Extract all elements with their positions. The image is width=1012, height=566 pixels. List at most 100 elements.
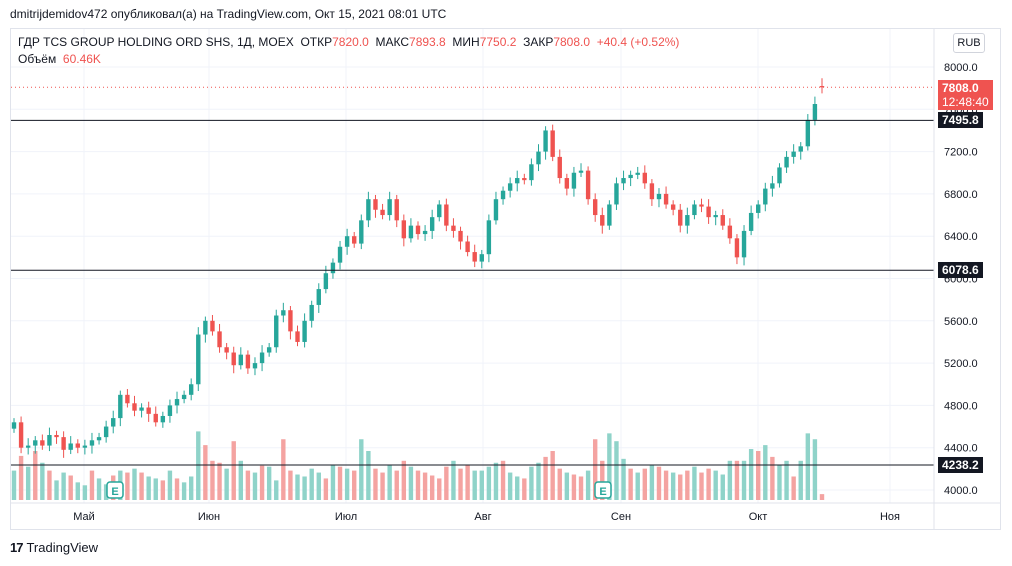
currency-button[interactable]: RUB — [953, 33, 985, 53]
candle-body — [614, 183, 619, 205]
volume-bar — [11, 470, 17, 500]
volume-bar — [763, 445, 768, 500]
volume-bar — [245, 470, 251, 500]
candle-body — [819, 86, 825, 88]
candle-body — [451, 225, 456, 231]
candle-body — [656, 193, 662, 200]
candle-body — [791, 151, 796, 157]
y-tick-label: 4000.0 — [944, 485, 978, 497]
volume-bar — [472, 470, 477, 500]
candle-body — [252, 363, 258, 369]
candle-body — [40, 440, 45, 446]
volume-bar — [479, 470, 484, 500]
volume-bar — [153, 478, 158, 500]
volume-bar — [748, 449, 754, 500]
candle-body — [366, 199, 371, 221]
candle-body — [231, 352, 236, 366]
candle-body — [543, 130, 548, 152]
candle-body — [281, 310, 286, 316]
volume-bar — [571, 474, 577, 500]
volume-bar — [515, 476, 520, 500]
symbol-label: ГДР TCS GROUP HOLDING ORD SHS, 1Д, MOEX — [18, 35, 294, 49]
earnings-marker-letter: E — [599, 486, 606, 498]
volume-bar — [465, 464, 470, 500]
volume-bar — [401, 460, 407, 500]
volume-bar — [68, 475, 73, 500]
candle-body — [217, 331, 222, 348]
candle-body — [146, 407, 151, 414]
volume-bar — [146, 476, 151, 500]
volume-bar — [387, 464, 392, 500]
candle-body — [288, 310, 293, 332]
candle-body — [628, 174, 633, 179]
high-value: 7893.8 — [409, 35, 446, 49]
candle-body — [103, 426, 109, 438]
candle-body — [408, 225, 414, 239]
volume-bar — [685, 470, 690, 500]
footer-brand[interactable]: 17 TradingView — [10, 540, 98, 555]
volume-bar — [337, 466, 343, 500]
candle-body — [685, 215, 690, 226]
candle-body — [529, 164, 534, 181]
y-tick-label: 4800.0 — [944, 400, 978, 412]
candle-body — [720, 215, 725, 226]
bar-timer: 12:48:40 — [942, 95, 989, 109]
candle-body — [465, 241, 470, 253]
volume-bar — [536, 462, 541, 500]
candle-body — [224, 347, 229, 353]
candle-body — [302, 320, 307, 342]
y-tick-label: 4400.0 — [944, 443, 978, 455]
candle-body — [486, 220, 492, 255]
volume-bar — [40, 462, 45, 500]
volume-bar — [585, 470, 591, 500]
candle-body — [621, 178, 626, 184]
candle-body — [713, 215, 718, 218]
candle-body — [472, 252, 477, 262]
volume-bar — [408, 466, 414, 500]
volume-bar — [444, 466, 449, 500]
candle-body — [479, 254, 484, 262]
volume-bar — [635, 472, 640, 500]
volume-bar — [132, 468, 137, 500]
volume-bar — [699, 472, 704, 500]
candle-body — [153, 413, 158, 423]
candle-body — [401, 220, 407, 239]
volume-bar — [302, 476, 307, 500]
volume-bar — [614, 441, 619, 500]
candle-body — [75, 443, 80, 448]
low-label: МИН — [452, 35, 480, 49]
volume-bar — [770, 456, 775, 500]
volume-bar — [252, 472, 258, 500]
candle-body — [635, 172, 640, 175]
volume-bar — [734, 460, 740, 500]
candle-body — [245, 354, 251, 369]
volume-bar — [380, 472, 385, 500]
volume-bar — [550, 451, 555, 500]
volume-bar — [25, 466, 31, 500]
volume-bar — [139, 472, 144, 500]
candle-body — [642, 172, 648, 184]
volume-bar — [741, 460, 747, 500]
volume-bar — [791, 476, 796, 500]
candle-body — [196, 334, 201, 385]
volume-bar — [33, 451, 38, 500]
volume-bar — [621, 458, 626, 500]
volume-bar — [259, 465, 265, 500]
volume-bar — [429, 475, 435, 500]
volume-bar — [266, 466, 272, 500]
level-price-tag: 7495.8 — [938, 112, 983, 129]
volume-bar — [592, 439, 598, 500]
volume-bar — [437, 478, 442, 500]
chart-frame[interactable] — [10, 28, 1001, 530]
volume-bar — [174, 478, 180, 500]
candle-body — [344, 236, 350, 247]
candle-body — [89, 440, 95, 446]
candle-body — [770, 183, 775, 189]
candle-body — [444, 204, 449, 226]
candle-body — [429, 217, 435, 231]
level-price-tag: 4238.2 — [938, 457, 983, 473]
candle-body — [515, 178, 520, 184]
volume-bar — [394, 470, 399, 500]
volume-bar — [493, 462, 499, 500]
